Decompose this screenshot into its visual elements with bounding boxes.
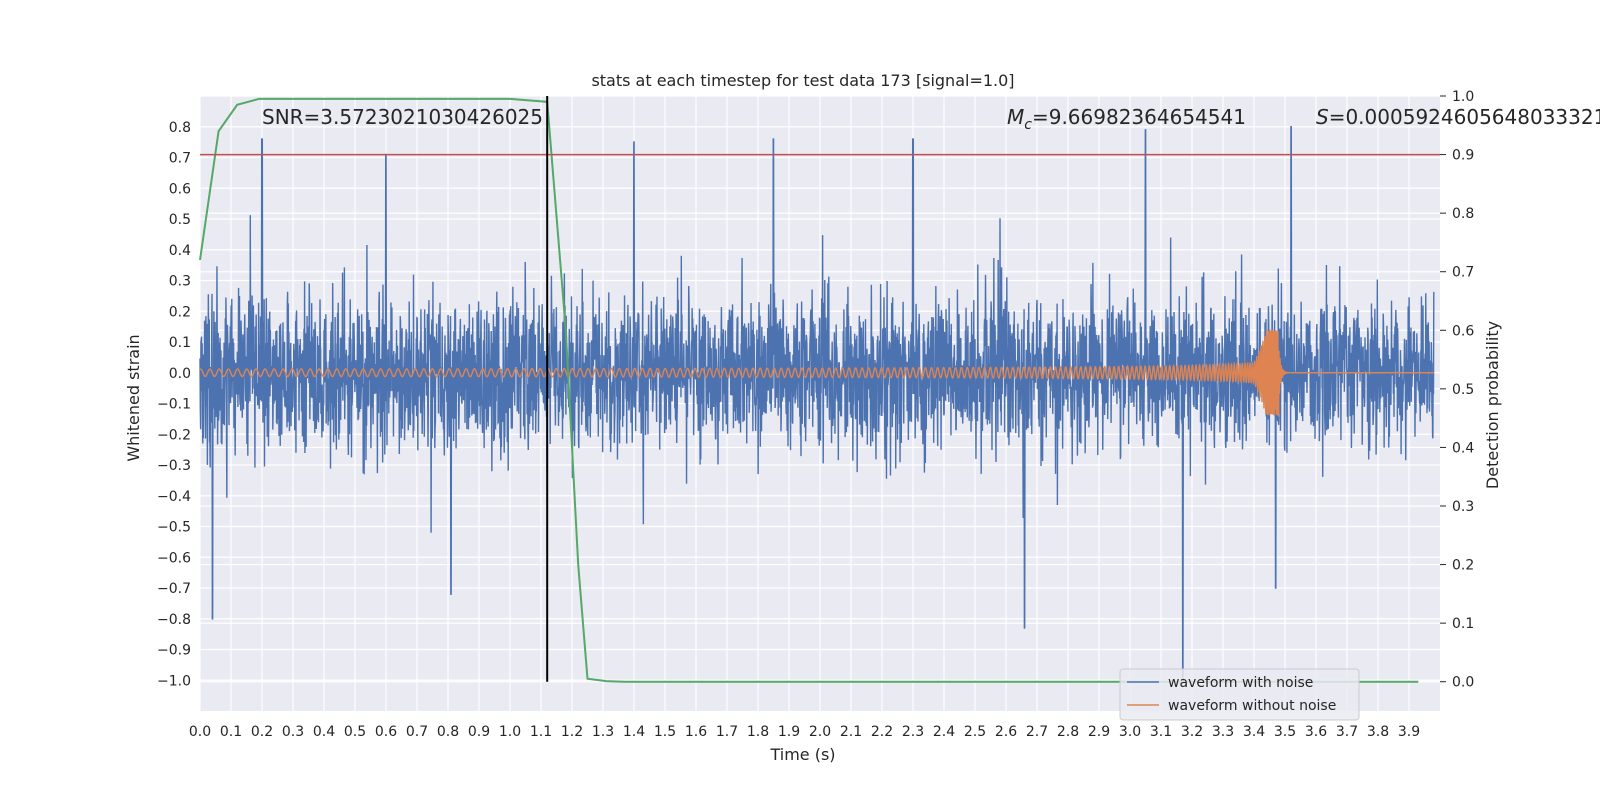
legend-box (1119, 668, 1360, 721)
x-tick-label: 0.7 (406, 724, 428, 740)
x-tick-label: 0.6 (375, 724, 397, 740)
y-right-tick-label: 0.5 (1452, 382, 1474, 398)
chart-title: stats at each timestep for test data 173… (591, 71, 1014, 90)
x-tick-label: 2.6 (995, 724, 1017, 740)
x-tick-label: 1.6 (685, 724, 707, 740)
legend: waveform with noise waveform without noi… (1119, 668, 1360, 721)
y-axis-right-ticks: 1.0 0.9 0.8 0.7 0.6 0.5 0.4 0.3 0.2 0.1 0.0 (1440, 89, 1474, 691)
s-annotation: S=0.0005924605648033321 (1316, 105, 1600, 129)
x-tick-label: 3.5 (1274, 724, 1296, 740)
x-tick-label: 1.2 (561, 724, 583, 740)
y-tick-label: 0.4 (169, 243, 191, 259)
x-tick-label: 1.1 (530, 724, 552, 740)
x-tick-label: 0.5 (344, 724, 366, 740)
x-tick-label: 2.4 (933, 724, 955, 740)
snr-annotation: SNR=3.5723021030426025 (262, 105, 543, 129)
y-right-tick-label: 0.9 (1452, 148, 1474, 164)
y-tick-label: −1.0 (157, 673, 191, 689)
y-tick-label: −0.1 (157, 397, 191, 413)
x-tick-label: 1.9 (778, 724, 800, 740)
x-tick-label: 0.3 (282, 724, 304, 740)
chirp-mass-subscript: c (1024, 117, 1032, 133)
x-tick-label: 2.5 (964, 724, 986, 740)
s-value: =0.0005924605648033321 (1329, 105, 1600, 129)
y-right-tick-label: 0.7 (1452, 265, 1474, 281)
x-axis-label: Time (s) (769, 745, 835, 764)
y-tick-label: −0.3 (157, 458, 191, 474)
x-tick-label: 3.7 (1336, 724, 1358, 740)
x-tick-label: 0.0 (189, 724, 211, 740)
x-tick-label: 3.9 (1398, 724, 1420, 740)
x-tick-label: 3.2 (1181, 724, 1203, 740)
x-tick-label: 1.3 (592, 724, 614, 740)
y-right-tick-label: 0.2 (1452, 558, 1474, 574)
series-waveform-without-noise (199, 329, 1434, 417)
y-tick-label: 0.5 (169, 212, 191, 228)
chirp-mass-value: =9.66982364654541 (1032, 105, 1246, 129)
y-right-tick-label: 0.6 (1452, 323, 1474, 339)
x-tick-label: 0.8 (437, 724, 459, 740)
clean-line (199, 329, 1434, 417)
chirp-mass-symbol: M (1007, 105, 1024, 129)
s-symbol: S (1316, 105, 1329, 129)
x-tick-label: 2.2 (871, 724, 893, 740)
legend-label-clean: waveform without noise (1168, 698, 1336, 714)
noise-line (199, 126, 1435, 681)
x-tick-label: 3.1 (1150, 724, 1172, 740)
y-right-tick-label: 0.3 (1452, 499, 1474, 515)
x-tick-label: 3.6 (1305, 724, 1327, 740)
y-tick-label: 0.6 (169, 181, 191, 197)
y-tick-label: −0.9 (157, 643, 191, 659)
x-tick-label: 1.8 (747, 724, 769, 740)
y-tick-label: −0.8 (157, 612, 191, 628)
y-right-tick-label: 0.4 (1452, 440, 1474, 456)
y-right-tick-label: 1.0 (1452, 89, 1474, 105)
y-right-tick-label: 0.8 (1452, 206, 1474, 222)
x-tick-label: 3.0 (1119, 724, 1141, 740)
chirp-mass-annotation: Mc=9.66982364654541 (1007, 105, 1246, 133)
x-tick-label: 1.0 (499, 724, 521, 740)
y-right-tick-label: 0.0 (1452, 675, 1474, 691)
x-tick-label: 3.3 (1212, 724, 1234, 740)
y-tick-label: 0.3 (169, 274, 191, 290)
y-tick-label: −0.4 (157, 489, 191, 505)
y-axis-label: Whitened strain (124, 334, 143, 461)
x-tick-label: 2.3 (902, 724, 924, 740)
y-tick-label: −0.2 (157, 427, 191, 443)
x-tick-label: 3.8 (1367, 724, 1389, 740)
series-waveform-with-noise (199, 126, 1435, 681)
x-tick-label: 3.4 (1243, 724, 1265, 740)
x-tick-label: 2.9 (1088, 724, 1110, 740)
y-tick-label: 0.7 (169, 151, 191, 167)
x-tick-label: 1.4 (623, 724, 645, 740)
x-tick-label: 0.4 (313, 724, 335, 740)
y-axis-ticks: 0.8 0.7 0.6 0.5 0.4 0.3 0.2 0.1 0.0 −0.1 −0.2 −0.3 −… (157, 120, 191, 690)
y-tick-label: −0.7 (157, 581, 191, 597)
x-tick-label: 1.5 (654, 724, 676, 740)
y-right-tick-label: 0.1 (1452, 616, 1474, 632)
y-tick-label: 0.1 (169, 335, 191, 351)
x-tick-label: 2.0 (809, 724, 831, 740)
y-tick-label: 0.0 (169, 366, 191, 382)
y-tick-label: 0.2 (169, 304, 191, 320)
x-axis-ticks: 0.0 0.1 0.2 0.3 0.4 0.5 0.6 0.7 0.8 0.9 1.0 1.1 1.2 1… (189, 724, 1420, 740)
x-tick-label: 0.2 (251, 724, 273, 740)
legend-label-noise: waveform with noise (1168, 675, 1313, 691)
y-tick-label: −0.6 (157, 550, 191, 566)
x-tick-label: 0.1 (220, 724, 242, 740)
y-tick-label: −0.5 (157, 520, 191, 536)
y-axis-right-label: Detection probability (1483, 321, 1502, 489)
x-tick-label: 0.9 (468, 724, 490, 740)
x-tick-label: 1.7 (716, 724, 738, 740)
y-tick-label: 0.8 (169, 120, 191, 136)
x-tick-label: 2.8 (1057, 724, 1079, 740)
x-tick-label: 2.1 (840, 724, 862, 740)
x-tick-label: 2.7 (1026, 724, 1048, 740)
